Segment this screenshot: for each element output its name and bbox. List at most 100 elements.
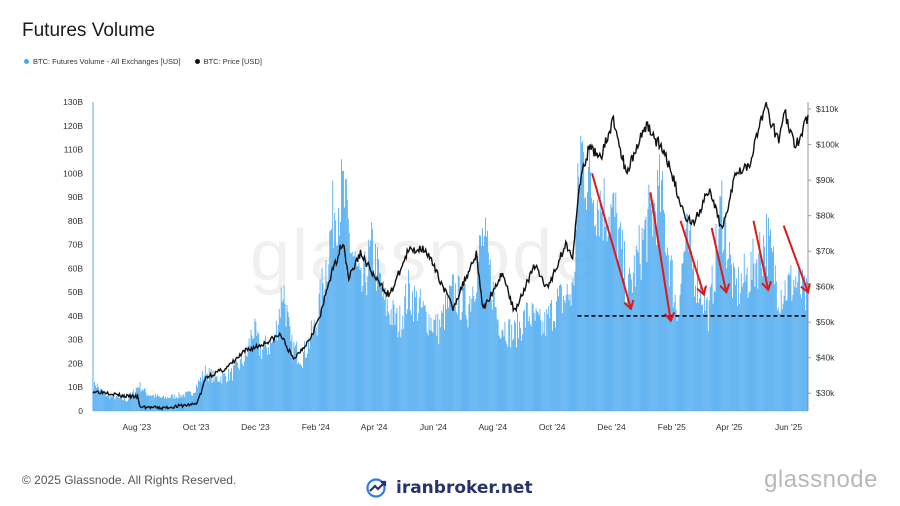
volume-bar xyxy=(280,287,282,411)
volume-bar xyxy=(383,299,385,411)
legend-item-volume[interactable]: BTC: Futures Volume - All Exchanges [USD… xyxy=(24,57,181,66)
volume-bar xyxy=(728,258,730,411)
volume-bar xyxy=(210,369,212,411)
volume-bar xyxy=(361,291,363,411)
volume-bar xyxy=(320,312,322,411)
volume-bar xyxy=(609,237,611,411)
volume-bar xyxy=(480,235,481,411)
volume-bar xyxy=(282,299,284,411)
volume-bar xyxy=(196,384,197,411)
volume-bar xyxy=(665,252,666,411)
volume-bar xyxy=(94,385,96,411)
volume-bar xyxy=(467,327,469,411)
volume-bar xyxy=(496,319,498,411)
volume-bar xyxy=(129,393,131,411)
volume-bar xyxy=(392,299,394,411)
volume-bar xyxy=(326,281,328,411)
volume-bar xyxy=(351,251,353,411)
volume-bar xyxy=(522,334,523,411)
volume-bar xyxy=(637,252,639,411)
volume-bar xyxy=(536,310,538,411)
volume-bar xyxy=(466,319,468,411)
volume-bar xyxy=(482,228,483,411)
volume-bar xyxy=(807,281,808,411)
volume-bar xyxy=(688,251,690,411)
volume-bar xyxy=(165,398,167,411)
volume-bar xyxy=(452,274,454,411)
volume-bar xyxy=(635,245,637,411)
volume-bar xyxy=(372,229,374,411)
brand[interactable]: iranbroker.net xyxy=(366,478,533,498)
volume-bar xyxy=(571,282,573,411)
volume-bar xyxy=(484,235,485,411)
volume-bar xyxy=(661,180,662,411)
y-right-tick-5: $80k xyxy=(816,211,835,221)
volume-bar xyxy=(145,392,147,411)
volume-bar xyxy=(766,213,767,411)
volume-bar xyxy=(414,285,415,411)
volume-bar xyxy=(685,229,687,411)
volume-bar xyxy=(292,360,294,411)
volume-bar xyxy=(262,349,264,411)
volume-bar xyxy=(108,394,110,411)
volume-bar xyxy=(396,307,398,411)
volume-bar xyxy=(422,300,424,411)
y-left-tick-10: 100B xyxy=(63,168,83,178)
volume-bar xyxy=(139,381,141,411)
volume-bar xyxy=(711,265,713,411)
volume-bar xyxy=(543,333,545,411)
volume-bar xyxy=(218,381,220,411)
volume-bar xyxy=(215,377,217,411)
legend-item-price[interactable]: BTC: Price [USD] xyxy=(194,57,262,66)
volume-bar xyxy=(364,251,366,411)
volume-bar xyxy=(512,340,514,411)
volume-bar xyxy=(444,330,446,411)
volume-bar xyxy=(375,243,376,411)
volume-bar xyxy=(239,359,241,411)
volume-bar xyxy=(450,286,452,411)
volume-bar xyxy=(706,296,708,411)
volume-bar xyxy=(582,140,584,411)
volume-bar xyxy=(592,203,593,411)
volume-bar xyxy=(142,390,144,411)
volume-bar xyxy=(391,325,393,411)
volume-bar xyxy=(254,318,256,411)
volume-bar xyxy=(424,305,426,411)
volume-bar xyxy=(322,283,324,411)
volume-bar xyxy=(756,259,758,411)
volume-bar xyxy=(314,330,316,411)
volume-bar xyxy=(417,312,419,411)
volume-bar xyxy=(470,311,472,411)
volume-bar xyxy=(358,262,360,411)
volume-bar xyxy=(741,286,743,411)
volume-bar xyxy=(116,395,118,411)
volume-bar xyxy=(540,320,542,411)
volume-bar xyxy=(183,394,185,411)
volume-bar xyxy=(469,295,471,411)
volume-bar xyxy=(801,298,803,411)
trend-arrowhead-2 xyxy=(696,285,708,297)
volume-bar xyxy=(313,319,315,411)
volume-bar xyxy=(187,391,189,411)
volume-bar xyxy=(495,307,497,411)
volume-bar xyxy=(786,300,788,411)
volume-bar xyxy=(566,284,568,411)
volume-bar xyxy=(489,259,491,411)
volume-bar xyxy=(580,136,582,411)
volume-bar xyxy=(353,256,355,411)
volume-bar xyxy=(399,305,401,411)
volume-bar xyxy=(616,212,618,411)
volume-bar xyxy=(669,260,671,411)
volume-bar xyxy=(653,200,655,411)
volume-bar xyxy=(244,349,246,411)
volume-bar xyxy=(693,259,695,411)
volume-bar xyxy=(428,314,430,411)
volume-bar xyxy=(421,307,423,411)
volume-bar xyxy=(103,393,105,411)
volume-bar xyxy=(408,269,410,411)
volume-bar xyxy=(677,314,679,411)
volume-bar xyxy=(306,357,307,411)
volume-bar xyxy=(691,250,693,411)
volume-bar xyxy=(225,375,227,411)
volume-bar xyxy=(441,310,443,411)
